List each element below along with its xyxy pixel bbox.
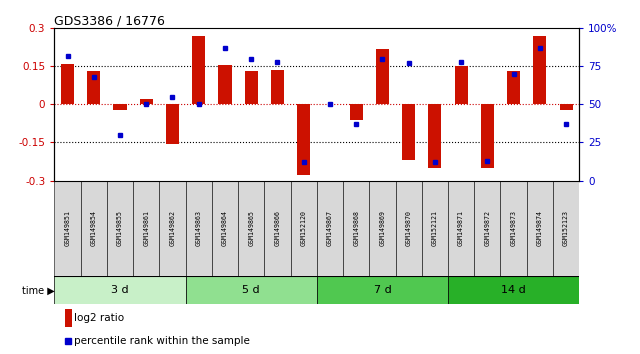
Bar [349,104,363,120]
Text: GSM149864: GSM149864 [222,210,228,246]
Bar [54,181,81,276]
Bar [81,181,107,276]
Bar [553,181,579,276]
Text: 5 d: 5 d [243,285,260,295]
Bar [448,181,474,276]
Text: GSM149866: GSM149866 [275,210,280,246]
Bar [140,99,153,104]
Text: GDS3386 / 16776: GDS3386 / 16776 [54,14,165,27]
Text: GSM149855: GSM149855 [117,210,123,246]
Bar [192,36,205,104]
Bar [87,72,100,104]
Text: GSM149861: GSM149861 [143,210,149,246]
Bar [264,181,291,276]
Bar [500,181,527,276]
Text: GSM149851: GSM149851 [65,210,70,246]
Bar [369,181,396,276]
Bar [507,72,520,104]
Bar [533,36,547,104]
Bar [402,104,415,160]
Bar [474,181,500,276]
Bar [376,48,389,104]
Bar [396,181,422,276]
Text: GSM152123: GSM152123 [563,210,569,246]
Bar [422,181,448,276]
Text: GSM149870: GSM149870 [406,210,412,246]
Bar [244,72,258,104]
Text: GSM149871: GSM149871 [458,210,464,246]
Bar [107,181,133,276]
Bar [527,181,553,276]
Bar [297,104,310,176]
Text: GSM149863: GSM149863 [196,210,202,246]
Bar [317,276,448,304]
Bar [186,276,317,304]
Text: 3 d: 3 d [111,285,129,295]
Text: GSM149872: GSM149872 [484,210,490,246]
Text: GSM149862: GSM149862 [170,210,175,246]
Bar [61,64,74,104]
Text: GSM152121: GSM152121 [432,210,438,246]
Text: 14 d: 14 d [501,285,526,295]
Bar [559,104,573,109]
Bar [186,181,212,276]
Text: log2 ratio: log2 ratio [74,313,124,323]
Bar [212,181,238,276]
Bar [113,104,127,109]
Text: 7 d: 7 d [374,285,391,295]
Bar [454,66,468,104]
Bar [166,104,179,144]
Text: GSM152120: GSM152120 [301,210,307,246]
Bar [271,70,284,104]
Bar [65,309,72,326]
Text: GSM149867: GSM149867 [327,210,333,246]
Text: GSM149854: GSM149854 [91,210,97,246]
Bar [428,104,442,168]
Bar [133,181,159,276]
Bar [218,65,232,104]
Bar [291,181,317,276]
Text: GSM149869: GSM149869 [380,210,385,246]
Bar [448,276,579,304]
Bar [159,181,186,276]
Bar [317,181,343,276]
Text: GSM149868: GSM149868 [353,210,359,246]
Bar [481,104,494,168]
Text: GSM149873: GSM149873 [511,210,516,246]
Text: GSM149874: GSM149874 [537,210,543,246]
Text: GSM149865: GSM149865 [248,210,254,246]
Text: percentile rank within the sample: percentile rank within the sample [74,336,250,346]
Bar [238,181,264,276]
Text: time ▶: time ▶ [22,285,54,295]
Bar [54,276,186,304]
Bar [343,181,369,276]
